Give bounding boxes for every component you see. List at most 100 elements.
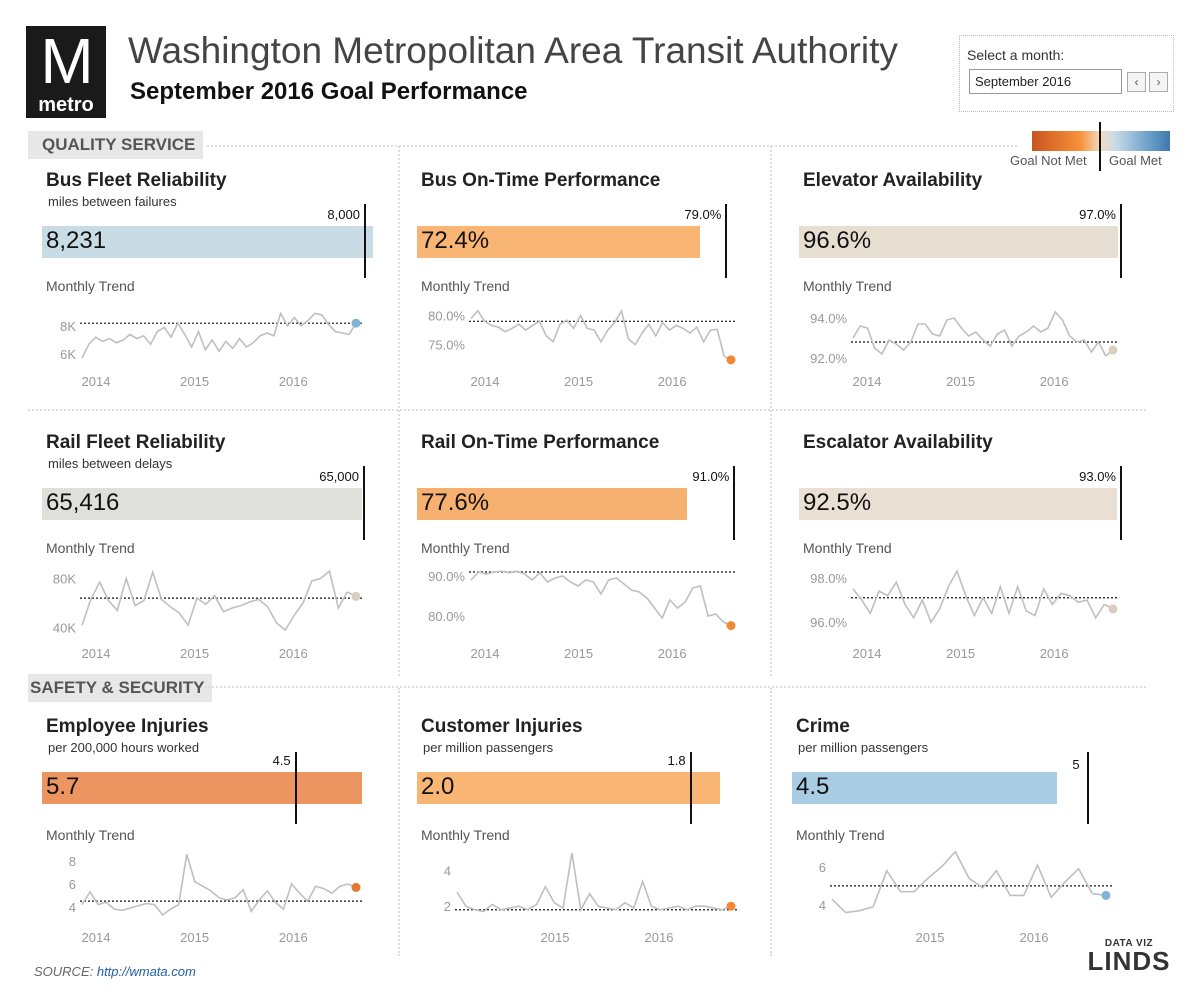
kpi-goal-label: 65,000 — [319, 469, 359, 484]
prev-month-button[interactable]: ‹ — [1127, 72, 1146, 92]
source-link[interactable]: http://wmata.com — [96, 964, 196, 979]
trend-current-dot — [351, 318, 361, 328]
trend-line — [470, 570, 724, 623]
kpi-goal-label: 93.0% — [1079, 469, 1116, 484]
y-tick-label: 4 — [819, 898, 826, 913]
kpi-goal-label: 4.5 — [272, 753, 291, 768]
source-label: SOURCE: — [34, 964, 97, 979]
next-month-button[interactable]: › — [1149, 72, 1168, 92]
kpi-bar — [417, 488, 687, 520]
kpi-subtitle: per million passengers — [423, 740, 554, 755]
trend-chart: 96.0% 98.0% 2014 2015 2016 — [810, 569, 1119, 661]
trend-line — [81, 311, 350, 359]
x-tick-label: 2016 — [279, 646, 308, 661]
brand-bottom: LINDS — [1087, 946, 1171, 976]
divider — [398, 688, 400, 956]
kpi-title: Bus Fleet Reliability — [46, 170, 227, 191]
divider — [205, 686, 1146, 688]
trend-current-dot — [1101, 890, 1111, 900]
trend-current-dot — [726, 355, 736, 365]
kpi-title: Rail Fleet Reliability — [46, 432, 226, 453]
x-tick-label: 2014 — [853, 646, 882, 661]
kpi-title: Employee Injuries — [46, 716, 209, 737]
kpi-goal-line — [363, 204, 366, 278]
x-tick-label: 2015 — [180, 646, 209, 661]
divider — [207, 145, 1017, 147]
x-tick-label: 2015 — [180, 930, 209, 945]
section-safety-security: SAFETY & SECURITY — [28, 674, 213, 702]
x-tick-label: 2016 — [1040, 374, 1069, 389]
metro-logo: M metro — [26, 26, 106, 118]
trend-chart: 80.0% 90.0% 2014 2015 2016 — [428, 569, 737, 661]
kpi-goal-line — [1120, 466, 1122, 540]
trend-label: Monthly Trend — [46, 278, 135, 294]
kpi-goal-label: 1.8 — [667, 753, 686, 768]
y-tick-label: 6 — [819, 860, 826, 875]
kpi-value: 8,231 — [46, 227, 107, 254]
trend-current-dot — [351, 591, 361, 601]
kpi-subtitle: miles between failures — [48, 194, 177, 209]
kpi-customer-injuries: Customer Injuries per million passengers 2… — [417, 716, 791, 976]
x-tick-label: 2016 — [1040, 646, 1069, 661]
y-tick-label: 75.0% — [428, 338, 465, 353]
kpi-bar — [417, 226, 700, 258]
kpi-rail-otp: Rail On-Time Performance 77.6% 91.0% Monthl… — [417, 432, 791, 692]
trend-chart: 4 6 2015 2016 — [819, 850, 1112, 945]
x-tick-label: 2014 — [82, 374, 111, 389]
x-tick-label: 2014 — [853, 374, 882, 389]
trend-chart: 92.0% 94.0% 2014 2015 2016 — [810, 310, 1119, 389]
y-tick-label: 40K — [53, 621, 76, 636]
x-tick-label: 2016 — [658, 374, 687, 389]
y-tick-label: 6K — [60, 347, 76, 362]
kpi-bar — [799, 226, 1118, 258]
trend-label: Monthly Trend — [46, 827, 135, 843]
divider — [770, 146, 772, 676]
kpi-title: Bus On-Time Performance — [421, 170, 661, 191]
x-tick-label: 2014 — [82, 646, 111, 661]
kpi-value: 65,416 — [46, 489, 120, 516]
month-picker-box — [959, 35, 1174, 112]
month-select[interactable]: September 2016 — [969, 69, 1122, 94]
kpi-employee-injuries: Employee Injuries per 200,000 hours worke… — [42, 716, 416, 976]
legend-goal-line — [1099, 122, 1101, 171]
y-tick-label: 2 — [444, 899, 451, 914]
kpi-goal-label: 91.0% — [692, 469, 730, 484]
kpi-title: Crime — [796, 716, 850, 737]
brand-logo: DATA VIZ LINDS — [1084, 938, 1174, 976]
color-legend — [1032, 131, 1170, 151]
kpi-escalator: Escalator Availability 92.5% 93.0% Monthly … — [799, 432, 1173, 692]
x-tick-label: 2016 — [1020, 930, 1049, 945]
trend-current-dot — [1108, 604, 1118, 614]
trend-label: Monthly Trend — [803, 540, 892, 556]
kpi-value: 5.7 — [46, 773, 80, 800]
kpi-crime: Crime per million passengers 4.5 5 Monthly T… — [792, 716, 1166, 976]
kpi-subtitle: miles between delays — [48, 456, 173, 471]
trend-chart: 75.0% 80.0% 2014 2015 2016 — [428, 309, 737, 389]
y-tick-label: 8 — [69, 854, 76, 869]
kpi-goal-line — [733, 466, 736, 540]
y-tick-label: 96.0% — [810, 615, 847, 630]
kpi-bar — [42, 488, 362, 520]
trend-label: Monthly Trend — [421, 540, 510, 556]
trend-label: Monthly Trend — [421, 278, 510, 294]
trend-label: Monthly Trend — [421, 827, 510, 843]
trend-line — [852, 310, 1107, 357]
y-tick-label: 4 — [444, 864, 451, 879]
logo-word: metro — [38, 94, 94, 116]
kpi-value: 72.4% — [421, 227, 490, 254]
kpi-subtitle: per million passengers — [798, 740, 929, 755]
trend-line — [852, 569, 1106, 624]
y-tick-label: 94.0% — [810, 311, 847, 326]
kpi-goal-line — [294, 752, 297, 824]
y-tick-label: 80.0% — [428, 309, 465, 324]
trend-current-dot — [726, 621, 736, 631]
y-tick-label: 4 — [69, 900, 76, 915]
kpi-bar — [42, 772, 362, 804]
legend-met: Goal Met — [1109, 153, 1162, 168]
trend-chart: 2 4 2015 2016 — [444, 852, 737, 945]
trend-chart: 4 6 8 2014 2015 2016 — [69, 854, 362, 945]
kpi-bar — [799, 488, 1118, 520]
trend-chart: 40K 80K 2014 2015 2016 — [53, 569, 362, 661]
kpi-value: 4.5 — [796, 773, 830, 800]
kpi-elevator: Elevator Availability 96.6% 97.0% Monthly T… — [799, 170, 1173, 430]
